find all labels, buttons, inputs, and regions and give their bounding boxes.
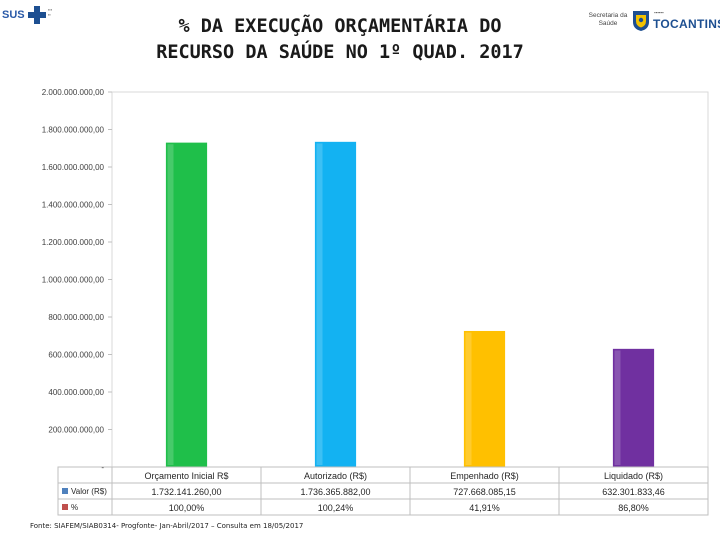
bar bbox=[612, 348, 655, 468]
bar-highlight bbox=[614, 350, 621, 465]
slide-title-line-2: RECURSO DA SAÚDE NO 1º QUAD. 2017 bbox=[156, 42, 524, 63]
secretaria-text: Secretaria da Saúde bbox=[588, 12, 628, 27]
bar-highlight bbox=[465, 332, 472, 465]
y-tick-label: 400.000.000,00 bbox=[48, 388, 104, 397]
y-tick-label: 200.000.000,00 bbox=[48, 426, 104, 435]
state-name: TOCANTINS bbox=[653, 17, 720, 31]
slide-title: % DA EXECUÇÃO ORÇAMENTÁRIA DO RECURSO DA… bbox=[90, 14, 590, 66]
slide-title-line-1: % DA EXECUÇÃO ORÇAMENTÁRIA DO bbox=[178, 16, 502, 37]
data-value-label: 86,80% bbox=[618, 503, 649, 513]
data-value-label: 100,24% bbox=[318, 503, 354, 513]
sus-logo-text: SUS bbox=[2, 9, 25, 21]
y-tick-label: 1.000.000.000,00 bbox=[42, 276, 105, 285]
data-value-label: 727.668.085,15 bbox=[453, 487, 516, 497]
data-table-frame bbox=[57, 466, 709, 516]
bar bbox=[165, 141, 208, 468]
y-tick-label: 800.000.000,00 bbox=[48, 313, 104, 322]
y-tick-label: 1.200.000.000,00 bbox=[42, 238, 105, 247]
y-tick-label: 600.000.000,00 bbox=[48, 351, 104, 360]
data-value-label: 1.736.365.882,00 bbox=[300, 487, 370, 497]
source-note: Fonte: SIAFEM/SIAB0314- Progfonte- Jan-A… bbox=[30, 522, 304, 530]
category-label: Empenhado (R$) bbox=[450, 471, 519, 481]
bar-highlight bbox=[316, 143, 323, 465]
state-shield-icon bbox=[633, 11, 649, 31]
bar bbox=[463, 330, 506, 468]
category-label: Orçamento Inicial R$ bbox=[144, 471, 228, 481]
data-value-label: 1.732.141.260,00 bbox=[151, 487, 221, 497]
legend-key bbox=[62, 488, 68, 494]
data-value-label: 41,91% bbox=[469, 503, 500, 513]
legend-label: Valor (R$) bbox=[71, 487, 107, 496]
y-tick-label: 1.600.000.000,00 bbox=[42, 163, 105, 172]
legend-key bbox=[62, 504, 68, 510]
y-tick-label: 2.000.000.000,00 bbox=[42, 88, 105, 97]
category-label: Autorizado (R$) bbox=[304, 471, 367, 481]
y-tick-label: 1.800.000.000,00 bbox=[42, 126, 105, 135]
data-value-label: 100,00% bbox=[169, 503, 205, 513]
ministry-mark: ▪▪▪ ▪▪ bbox=[48, 7, 53, 17]
government-mark: ▪▪▪▪▪▪ bbox=[654, 10, 664, 15]
bar bbox=[314, 141, 357, 468]
sus-logo: SUS ▪▪▪ ▪▪ bbox=[2, 4, 62, 28]
medical-cross-icon bbox=[28, 6, 46, 24]
data-value-label: 632.301.833,46 bbox=[602, 487, 665, 497]
bar-highlight bbox=[167, 144, 174, 465]
category-label: Liquidado (R$) bbox=[604, 471, 663, 481]
legend-label: % bbox=[71, 503, 78, 512]
tocantins-logo: Secretaria da Saúde ▪▪▪▪▪▪ TOCANTINS bbox=[588, 8, 720, 38]
y-tick-label: 1.400.000.000,00 bbox=[42, 201, 105, 210]
